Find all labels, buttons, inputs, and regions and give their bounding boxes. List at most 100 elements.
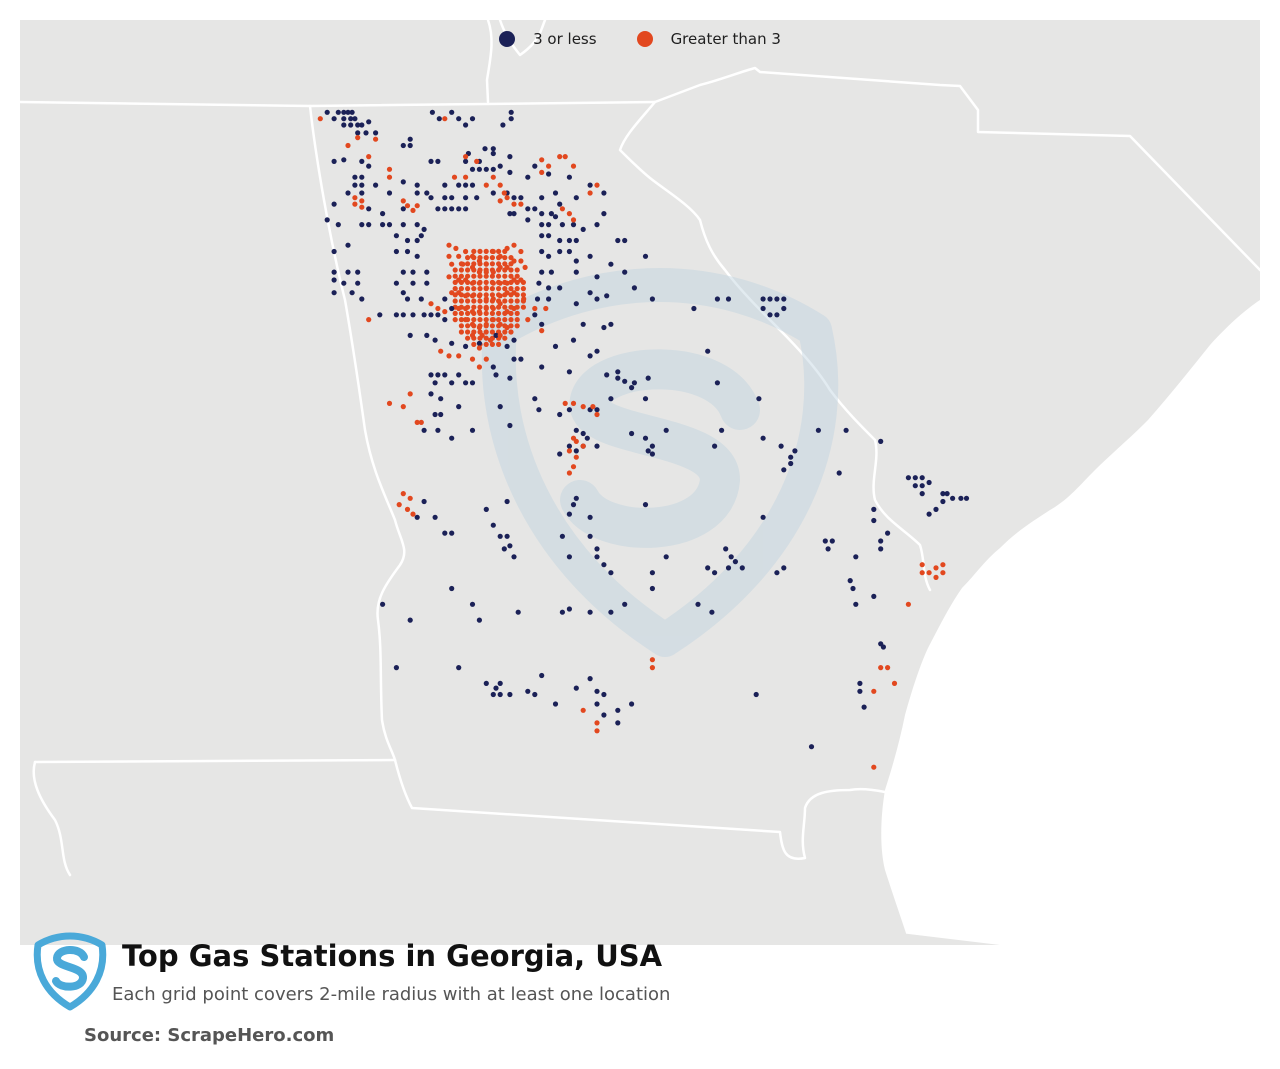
grid-point-dense	[465, 286, 471, 292]
grid-point-low	[829, 538, 835, 544]
grid-point-low	[566, 606, 573, 612]
grid-point-low	[410, 269, 416, 275]
grid-point-high	[469, 321, 476, 327]
grid-point-low	[815, 427, 822, 433]
grid-point-low	[594, 554, 600, 560]
grid-point-low	[850, 585, 856, 592]
grid-point-low	[594, 688, 600, 694]
grid-point-low	[573, 685, 579, 691]
grid-point-low	[871, 506, 877, 512]
land-layer	[20, 20, 1260, 945]
grid-point-low	[739, 565, 745, 571]
grid-point-low	[456, 206, 462, 212]
border-ga-sc	[618, 100, 932, 592]
grid-point-low	[963, 495, 970, 501]
grid-point-low	[926, 479, 932, 486]
grid-point-high	[504, 195, 510, 201]
grid-point-dense	[477, 298, 483, 304]
grid-point-high	[497, 253, 503, 259]
grid-point-low	[546, 296, 552, 302]
grid-point-dense	[477, 248, 483, 254]
grid-point-low	[536, 280, 542, 286]
grid-point-dense	[508, 273, 514, 279]
grid-point-low	[709, 609, 715, 615]
grid-point-high	[400, 491, 406, 497]
grid-point-low	[857, 680, 863, 687]
grid-point-high	[407, 495, 413, 501]
grid-point-low	[525, 217, 531, 223]
grid-point-dense	[452, 310, 458, 316]
grid-point-high	[559, 206, 566, 212]
grid-point-high	[476, 258, 482, 264]
grid-point-dense	[458, 286, 464, 292]
grid-point-low	[642, 435, 649, 441]
grid-point-low	[359, 296, 365, 302]
grid-point-low	[601, 562, 607, 568]
grid-point-low	[546, 253, 552, 259]
grid-point-low	[414, 222, 420, 228]
grid-point-low	[601, 691, 607, 698]
grid-point-low	[449, 530, 455, 536]
grid-point-low	[463, 122, 469, 128]
grid-point-dense	[496, 286, 502, 292]
grid-point-low	[442, 530, 448, 536]
grid-point-low	[469, 380, 476, 386]
grid-point-low	[348, 116, 354, 122]
grid-point-high	[438, 348, 444, 354]
grid-point-high	[469, 264, 476, 270]
grid-point-low	[404, 248, 411, 255]
grid-point-high	[476, 364, 482, 370]
grid-point-dense	[514, 310, 520, 316]
grid-point-dense	[465, 255, 471, 261]
grid-point-low	[421, 427, 427, 433]
grid-point-high	[410, 511, 416, 517]
grid-point-low	[843, 427, 849, 433]
grid-point-low	[649, 585, 656, 592]
grid-point-low	[645, 448, 651, 454]
grid-point-low	[331, 290, 337, 296]
grid-point-dense	[496, 341, 502, 347]
grid-point-dense	[471, 341, 477, 347]
grid-point-low	[504, 343, 510, 349]
grid-point-high	[400, 198, 406, 204]
grid-point-low	[760, 296, 766, 302]
grid-point-low	[774, 570, 780, 576]
grid-point-low	[725, 565, 732, 571]
grid-point-high	[649, 657, 656, 663]
grid-point-low	[331, 201, 337, 207]
grid-point-low	[649, 451, 656, 457]
grid-point-low	[615, 237, 621, 244]
grid-point-high	[926, 570, 932, 576]
grid-point-high	[476, 269, 482, 275]
grid-point-low	[366, 119, 372, 125]
grid-point-high	[933, 574, 939, 581]
grid-point-low	[933, 506, 939, 512]
grid-point-dense	[489, 261, 495, 267]
grid-point-low	[725, 296, 732, 302]
grid-point-dense	[483, 310, 489, 316]
grid-point-low	[705, 565, 711, 571]
grid-point-low	[449, 340, 455, 346]
grid-point-high	[546, 163, 552, 169]
grid-point-low	[341, 116, 347, 122]
grid-point-high	[469, 309, 476, 315]
grid-point-low	[490, 190, 496, 196]
scrapehero-shield-logo-icon	[33, 932, 107, 1011]
grid-point-low	[788, 454, 794, 460]
grid-point-low	[497, 163, 503, 169]
grid-point-dense	[496, 317, 502, 323]
grid-point-low	[587, 182, 593, 188]
grid-point-low	[331, 269, 337, 275]
grid-point-high	[497, 264, 503, 270]
grid-point-low	[442, 296, 448, 302]
grid-point-high	[497, 280, 503, 286]
grid-point-high	[407, 391, 413, 397]
grid-point-low	[359, 182, 365, 188]
grid-point-high	[446, 253, 452, 259]
grid-point-low	[386, 222, 393, 228]
grid-point-low	[944, 491, 950, 497]
grid-point-high	[345, 142, 351, 149]
grid-point-low	[557, 451, 563, 457]
grid-point-high	[453, 245, 459, 251]
grid-point-high	[522, 264, 528, 270]
